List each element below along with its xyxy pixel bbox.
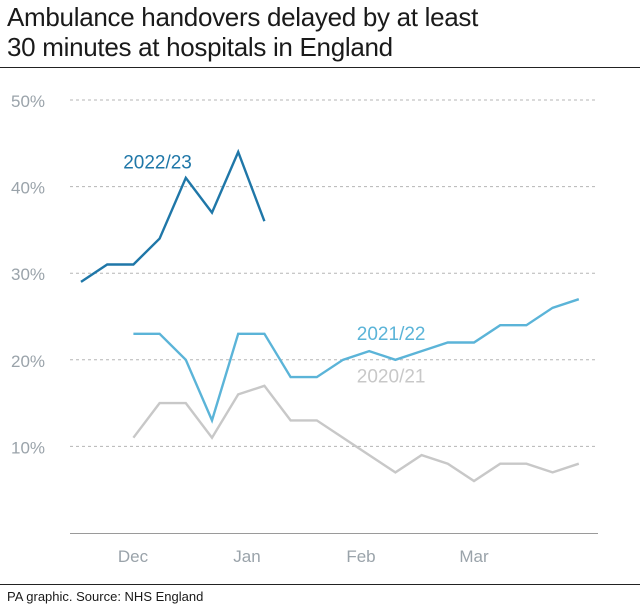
y-tick-label: 10% bbox=[11, 438, 45, 457]
grid-layer bbox=[70, 99, 598, 447]
x-tick-label-jan: Jan bbox=[233, 547, 260, 566]
x-tick-label-feb: Feb bbox=[346, 547, 375, 566]
title-divider bbox=[0, 67, 640, 68]
axis-layer: 10% 20% 30% 40% 50% Dec Jan Feb Mar bbox=[11, 92, 598, 566]
chart-title: Ambulance handovers delayed by at least … bbox=[7, 2, 627, 62]
series-line-2021-22 bbox=[133, 298, 580, 424]
series-line-2020-21 bbox=[132, 384, 580, 483]
source-divider bbox=[0, 584, 640, 585]
chart-title-line-2: 30 minutes at hospitals in England bbox=[7, 32, 393, 62]
chart-title-line-1: Ambulance handovers delayed by at least bbox=[7, 2, 479, 32]
y-tick-label: 20% bbox=[11, 352, 45, 371]
y-tick-label: 50% bbox=[11, 92, 45, 111]
y-tick-label: 40% bbox=[11, 179, 45, 198]
series-line-2022-23 bbox=[80, 148, 266, 283]
series-label-2020-21: 2020/21 bbox=[357, 366, 426, 387]
series-layer bbox=[80, 148, 580, 483]
y-tick-label: 30% bbox=[11, 265, 45, 284]
series-label-2022-23: 2022/23 bbox=[123, 153, 192, 174]
source-note: PA graphic. Source: NHS England bbox=[7, 589, 204, 604]
series-label-layer: 2020/21 2021/22 2022/23 bbox=[123, 153, 425, 388]
x-tick-label-mar: Mar bbox=[459, 547, 489, 566]
series-label-2021-22: 2021/22 bbox=[357, 324, 426, 345]
x-tick-label-dec: Dec bbox=[118, 547, 149, 566]
